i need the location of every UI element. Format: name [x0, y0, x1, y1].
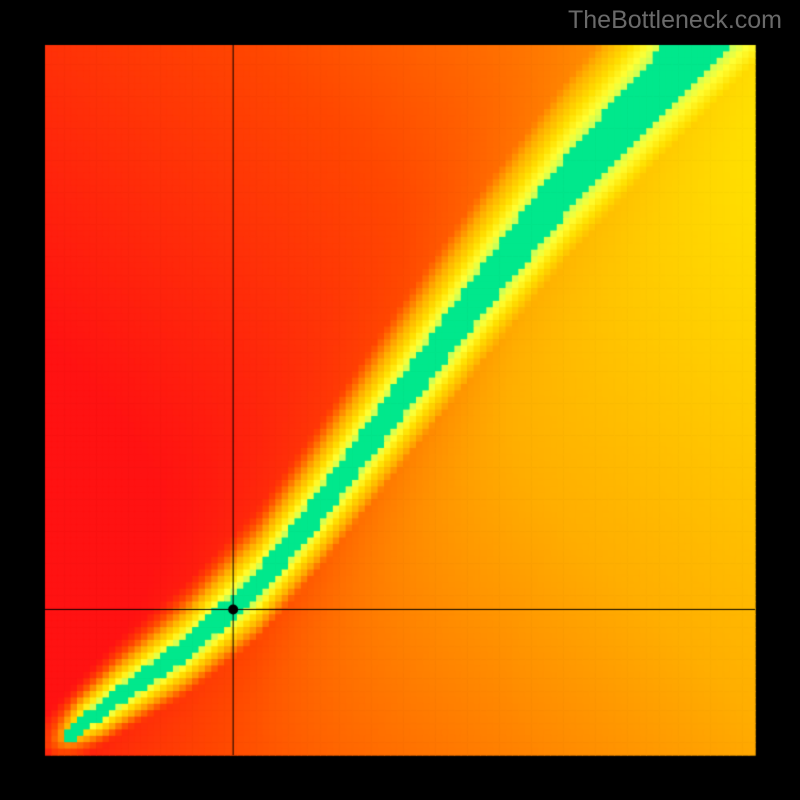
watermark-text: TheBottleneck.com [568, 6, 782, 35]
chart-container: TheBottleneck.com [0, 0, 800, 800]
heatmap-canvas [0, 0, 800, 800]
